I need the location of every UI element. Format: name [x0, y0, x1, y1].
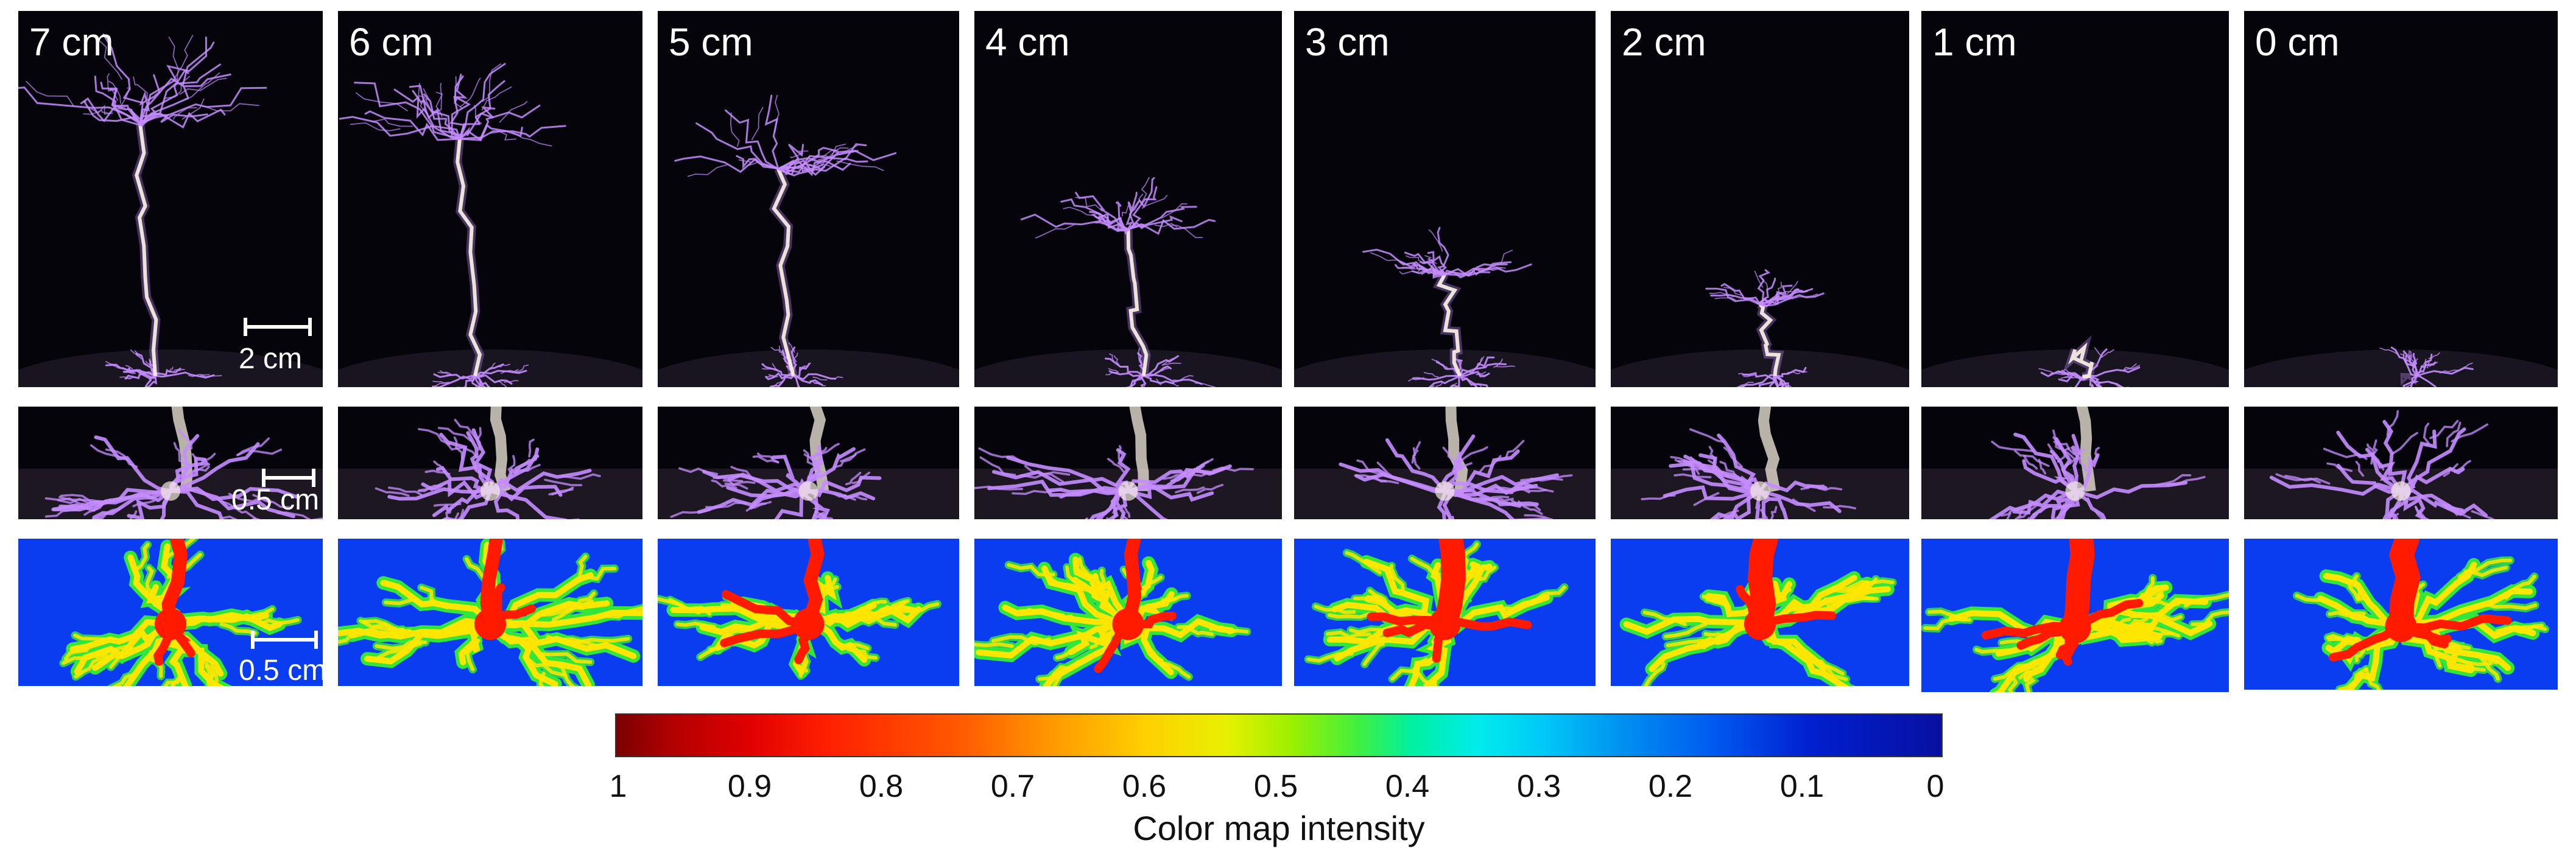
closeup-panel-0cm	[2244, 407, 2558, 519]
colorbar-tick: 0.1	[1779, 769, 1825, 804]
distance-label: 5 cm	[669, 20, 753, 64]
colorbar	[615, 713, 1943, 757]
discharge-image	[18, 33, 323, 387]
closeup-image	[1611, 407, 1909, 519]
photo-panel-4cm: 4 cm	[974, 11, 1282, 387]
heatmap-panel-7cm	[18, 539, 323, 686]
distance-label: 7 cm	[29, 20, 114, 64]
distance-label: 3 cm	[1305, 20, 1390, 64]
discharge-image	[1611, 269, 1909, 387]
heatmap-image	[59, 539, 302, 686]
colorbar-title: Color map intensity	[1133, 809, 1425, 847]
heatmap-image	[1304, 539, 1569, 686]
photo-panel-1cm: 1 cm	[1921, 11, 2229, 387]
heatmap-image	[2293, 539, 2550, 690]
photo-panel-3cm: 3 cm	[1294, 11, 1596, 387]
scale-bar-label: 0.5 cm	[231, 484, 320, 516]
closeup-image	[2244, 410, 2558, 519]
colorbar-tick: 0.6	[1122, 769, 1167, 804]
heatmap-panel-5cm	[658, 539, 959, 686]
colorbar-tick: 0.4	[1385, 769, 1430, 804]
closeup-panel-4cm	[974, 407, 1282, 519]
closeup-image	[18, 407, 323, 519]
colorbar-tick: 0.9	[727, 769, 772, 804]
closeup-panel-6cm	[338, 407, 642, 519]
heatmap-image	[658, 539, 941, 680]
photo-panel-6cm: 6 cm	[338, 11, 642, 387]
distance-label: 6 cm	[349, 20, 434, 64]
closeup-image	[338, 407, 642, 519]
closeup-panel-7cm	[18, 407, 323, 519]
heatmap-panel-0cm	[2244, 539, 2558, 690]
heatmap-panel-1cm	[1921, 539, 2229, 692]
colorbar-tick: 0.8	[859, 769, 904, 804]
colorbar-tick: 0.3	[1516, 769, 1561, 804]
closeup-panel-5cm	[658, 407, 959, 519]
closeup-image	[658, 407, 959, 519]
heatmap-image	[1921, 539, 2229, 692]
distance-label: 2 cm	[1622, 20, 1706, 64]
discharge-image	[1921, 335, 2229, 387]
distance-label: 4 cm	[985, 20, 1070, 64]
closeup-panel-2cm	[1611, 407, 1909, 519]
closeup-image	[974, 407, 1282, 519]
discharge-image	[658, 94, 959, 387]
discharge-image	[974, 177, 1282, 387]
colorbar-tick: 0.7	[990, 769, 1035, 804]
photo-panel-7cm: 7 cm	[18, 11, 323, 387]
closeup-panel-1cm	[1921, 407, 2229, 519]
heatmap-panel-2cm	[1611, 539, 1909, 686]
discharge-image	[1294, 226, 1596, 387]
colorbar-tick: 0.2	[1648, 769, 1693, 804]
colorbar-tick: 0	[1926, 769, 1944, 804]
heatmap-image	[974, 539, 1251, 686]
scale-bar-label: 0.5 cm	[239, 654, 327, 687]
closeup-image	[1921, 407, 2229, 519]
heatmap-image	[1619, 539, 1897, 686]
heatmap-image	[338, 539, 642, 686]
colorbar-tick: 0.5	[1253, 769, 1298, 804]
colorbar-tick: 1	[609, 769, 627, 804]
discharge-image	[338, 63, 642, 387]
scale-bar-label: 2 cm	[239, 343, 303, 375]
photo-panel-0cm: 0 cm	[2244, 11, 2558, 387]
discharge-image	[2244, 346, 2558, 387]
heatmap-panel-3cm	[1294, 539, 1596, 686]
heatmap-panel-6cm	[338, 539, 642, 686]
distance-label: 1 cm	[1932, 20, 2017, 64]
closeup-image	[1294, 407, 1596, 519]
photo-panel-2cm: 2 cm	[1611, 11, 1909, 387]
closeup-panel-3cm	[1294, 407, 1596, 519]
distance-label: 0 cm	[2255, 20, 2340, 64]
heatmap-panel-4cm	[974, 539, 1282, 686]
photo-panel-5cm: 5 cm	[658, 11, 959, 387]
